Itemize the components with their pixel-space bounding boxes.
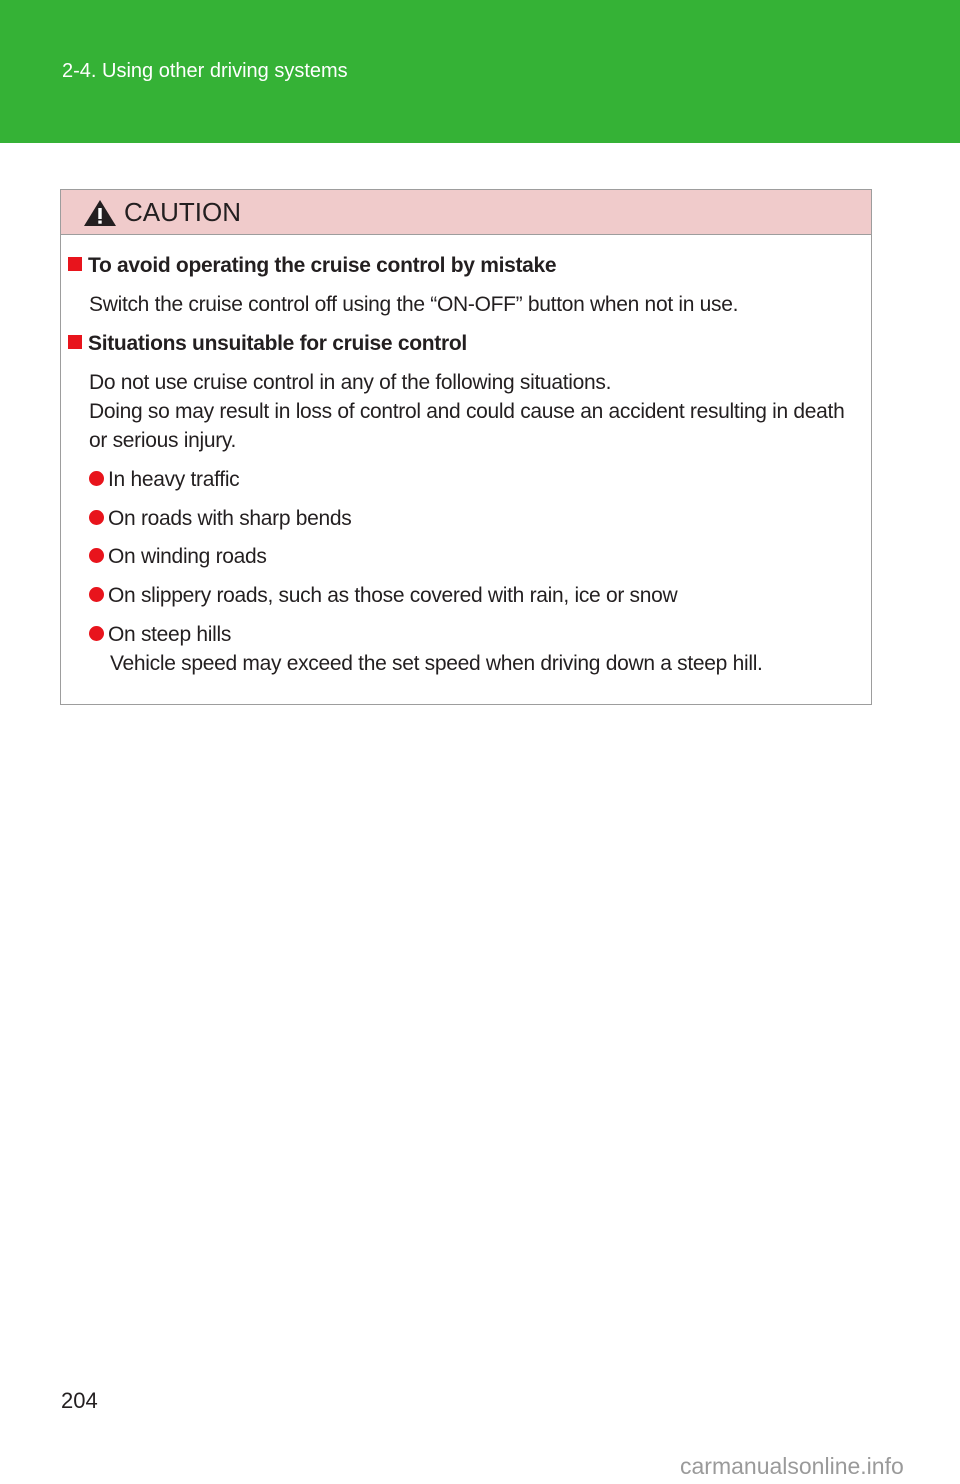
header-bar: 2-4. Using other driving systems xyxy=(0,0,960,143)
list-item-text: On winding roads xyxy=(108,545,267,568)
caution-header: CAUTION xyxy=(61,190,871,235)
caution-title: CAUTION xyxy=(124,197,241,227)
bullet-icon xyxy=(89,626,104,641)
body-text: Do not use cruise control in any of the … xyxy=(89,371,612,394)
list-item-text: In heavy traffic xyxy=(108,468,240,491)
list-item: On steep hills xyxy=(89,623,231,647)
body-text: Doing so may result in loss of control a… xyxy=(89,400,845,423)
watermark: carmanualsonline.info xyxy=(680,1453,904,1479)
section-heading: To avoid operating the cruise control by… xyxy=(68,254,557,278)
red-square-icon xyxy=(68,257,82,271)
bullet-icon xyxy=(89,471,104,486)
bullet-icon xyxy=(89,548,104,563)
list-item-text: On roads with sharp bends xyxy=(108,507,352,530)
warning-triangle-icon xyxy=(84,200,116,226)
bullet-icon xyxy=(89,510,104,525)
caution-box: CAUTION xyxy=(60,189,872,705)
page-number: 204 xyxy=(61,1388,98,1413)
bullet-icon xyxy=(89,587,104,602)
heading-text: To avoid operating the cruise control by… xyxy=(88,254,557,277)
list-item: In heavy traffic xyxy=(89,468,240,492)
list-item: On slippery roads, such as those covered… xyxy=(89,584,678,608)
list-item: On roads with sharp bends xyxy=(89,507,352,531)
section-title: 2-4. Using other driving systems xyxy=(62,60,348,82)
section-heading: Situations unsuitable for cruise control xyxy=(68,332,467,356)
list-item-text: On slippery roads, such as those covered… xyxy=(108,584,678,607)
list-item: On winding roads xyxy=(89,545,267,569)
red-square-icon xyxy=(68,335,82,349)
bullet-note: Vehicle speed may exceed the set speed w… xyxy=(110,652,763,675)
body-text: Switch the cruise control off using the … xyxy=(89,293,739,316)
list-item-text: On steep hills xyxy=(108,623,232,646)
body-text: or serious injury. xyxy=(89,429,237,452)
heading-text: Situations unsuitable for cruise control xyxy=(88,332,467,355)
